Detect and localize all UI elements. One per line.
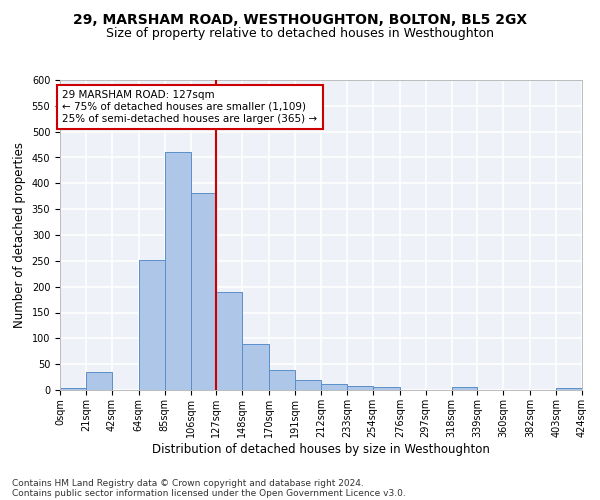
Text: Contains public sector information licensed under the Open Government Licence v3: Contains public sector information licen… [12, 488, 406, 498]
Bar [191, 193, 217, 390]
Bar [139, 260, 164, 390]
Text: 29, MARSHAM ROAD, WESTHOUGHTON, BOLTON, BL5 2GX: 29, MARSHAM ROAD, WESTHOUGHTON, BOLTON, … [73, 12, 527, 26]
Bar [60, 388, 86, 390]
Y-axis label: Number of detached properties: Number of detached properties [13, 142, 26, 328]
Bar [217, 292, 242, 390]
Bar [164, 152, 191, 390]
Bar [242, 344, 269, 390]
Bar [269, 370, 295, 390]
Bar [295, 380, 321, 390]
X-axis label: Distribution of detached houses by size in Westhoughton: Distribution of detached houses by size … [152, 442, 490, 456]
Text: 29 MARSHAM ROAD: 127sqm
← 75% of detached houses are smaller (1,109)
25% of semi: 29 MARSHAM ROAD: 127sqm ← 75% of detache… [62, 90, 317, 124]
Text: Contains HM Land Registry data © Crown copyright and database right 2024.: Contains HM Land Registry data © Crown c… [12, 478, 364, 488]
Bar [556, 388, 582, 390]
Bar [86, 372, 112, 390]
Text: Size of property relative to detached houses in Westhoughton: Size of property relative to detached ho… [106, 28, 494, 40]
Bar [452, 388, 478, 390]
Bar [347, 386, 373, 390]
Bar [373, 387, 400, 390]
Bar [321, 384, 347, 390]
